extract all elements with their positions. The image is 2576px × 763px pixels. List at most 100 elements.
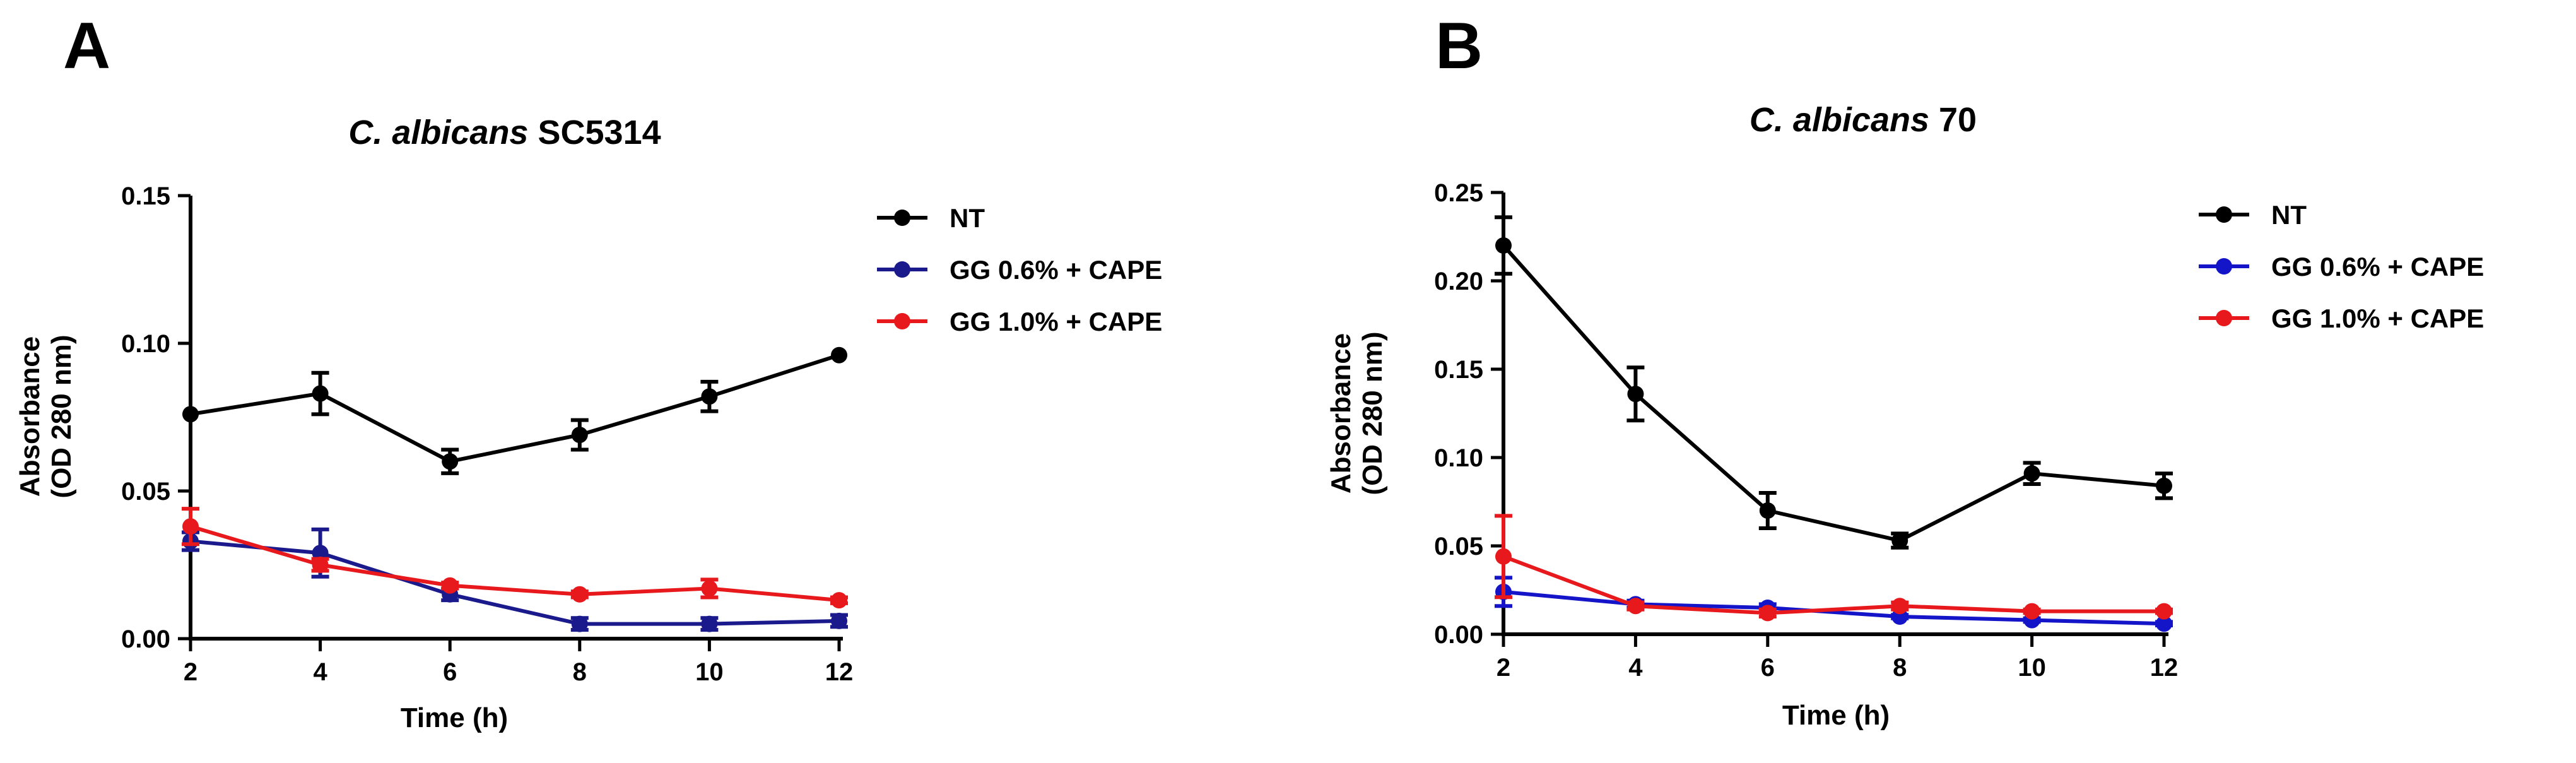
x-tick-label: 12 xyxy=(825,658,854,686)
data-point xyxy=(182,518,199,535)
x-tick-label: 10 xyxy=(2018,654,2046,682)
legend-label: GG 1.0% + CAPE xyxy=(2271,304,2484,333)
legend-item: GG 0.6% + CAPE xyxy=(2199,252,2484,281)
series-layer xyxy=(1495,215,2173,632)
series-line xyxy=(1503,589,2165,626)
y-tick-label: 0.25 xyxy=(1434,179,1483,207)
x-tick-label: 8 xyxy=(573,658,587,686)
series-layer xyxy=(182,346,848,632)
data-point xyxy=(1495,548,1512,565)
y-tick-label: 0.10 xyxy=(121,330,170,358)
legend-marker xyxy=(2216,310,2232,326)
chart-title-strain: SC5314 xyxy=(538,114,661,151)
data-point xyxy=(571,427,588,444)
y-tick-label: 0.00 xyxy=(1434,621,1483,649)
x-tick-label: 2 xyxy=(1497,654,1510,682)
data-point xyxy=(312,557,329,573)
legend: NT GG 0.6% + CAPE GG 1.0% + CAPE xyxy=(877,203,1162,336)
panel-letter: B xyxy=(1435,9,1483,83)
series-line xyxy=(190,539,840,626)
data-point xyxy=(571,615,588,632)
chart-title-strain: 70 xyxy=(1939,101,1977,139)
series-line xyxy=(1502,554,2164,615)
x-tick-label: 6 xyxy=(443,658,457,686)
data-point xyxy=(442,577,459,594)
data-point xyxy=(312,385,329,402)
y-axis-label-line2: (OD 280 nm) xyxy=(1357,331,1388,495)
legend-label: NT xyxy=(950,203,985,233)
data-point xyxy=(2156,477,2172,494)
data-point xyxy=(1627,598,1644,615)
data-point xyxy=(1759,605,1776,622)
panel-b: B C. albicans 70 0.00 0.05 0.10 0.15 0.20 0.2… xyxy=(1326,9,2484,731)
y-tick-label: 0.05 xyxy=(121,478,170,506)
y-ticks: 0.00 0.05 0.10 0.15 0.20 0.25 xyxy=(1434,179,1503,649)
x-tick-label: 4 xyxy=(313,658,327,686)
legend-item: GG 1.0% + CAPE xyxy=(2199,304,2484,333)
y-axis-label-line1: Absorbance xyxy=(1326,333,1356,494)
data-point xyxy=(442,453,459,470)
legend-marker xyxy=(2216,258,2232,275)
series xyxy=(182,507,848,609)
panel-a: A C. albicans SC5314 0.00 0.05 0.10 0.15 2 4… xyxy=(15,9,1162,733)
y-axis-label-line2: (OD 280 nm) xyxy=(46,334,77,498)
legend-label: GG 0.6% + CAPE xyxy=(950,255,1162,285)
y-tick-label: 0.10 xyxy=(1434,444,1483,472)
chart-title-species: C. albicans xyxy=(348,114,528,151)
y-tick-label: 0.05 xyxy=(1434,533,1483,560)
series-line xyxy=(1502,244,2165,543)
panel-letter: A xyxy=(63,9,110,83)
data-point xyxy=(182,406,199,423)
legend: NT GG 0.6% + CAPE GG 1.0% + CAPE xyxy=(2199,200,2484,333)
x-ticks: 2 4 6 8 10 12 xyxy=(1497,634,2178,682)
legend-item: GG 0.6% + CAPE xyxy=(877,255,1162,285)
legend-item: NT xyxy=(877,203,985,233)
series xyxy=(182,346,847,475)
data-point xyxy=(1759,502,1776,519)
data-point xyxy=(1891,532,1908,549)
y-tick-label: 0.20 xyxy=(1434,268,1483,295)
data-point xyxy=(2156,615,2172,632)
data-point xyxy=(831,612,847,629)
axes xyxy=(189,196,843,641)
x-axis-label: Time (h) xyxy=(401,702,508,733)
x-tick-label: 12 xyxy=(2150,654,2179,682)
axes xyxy=(1502,192,2168,636)
legend-label: GG 0.6% + CAPE xyxy=(2271,252,2484,281)
x-axis-label: Time (h) xyxy=(1782,700,1890,731)
y-tick-label: 0.00 xyxy=(121,625,170,653)
data-point xyxy=(831,592,847,609)
x-tick-label: 6 xyxy=(1761,654,1775,682)
data-point xyxy=(1495,237,1512,254)
data-point xyxy=(1627,386,1644,403)
series xyxy=(182,527,848,632)
legend-marker xyxy=(894,210,910,226)
data-point xyxy=(831,346,847,364)
x-tick-label: 4 xyxy=(1628,654,1643,682)
legend-marker xyxy=(2216,206,2232,223)
x-ticks: 2 4 6 8 10 12 xyxy=(184,639,853,686)
legend-label: GG 1.0% + CAPE xyxy=(950,307,1162,336)
data-point xyxy=(2156,603,2172,620)
series-line xyxy=(190,353,840,464)
data-point xyxy=(2023,603,2040,620)
data-point xyxy=(701,388,718,405)
x-tick-label: 10 xyxy=(695,658,724,686)
data-point xyxy=(701,580,718,597)
data-point xyxy=(1891,598,1908,615)
legend-label: NT xyxy=(2271,200,2307,230)
y-tick-label: 0.15 xyxy=(121,182,170,210)
series xyxy=(1495,514,2173,622)
legend-item: GG 1.0% + CAPE xyxy=(877,307,1162,336)
chart-title: C. albicans SC5314 xyxy=(348,114,661,151)
series-line xyxy=(190,524,840,603)
x-tick-label: 8 xyxy=(1893,654,1907,682)
chart-title: C. albicans 70 xyxy=(1750,101,1977,139)
y-axis-label-line1: Absorbance xyxy=(15,336,45,497)
legend-item: NT xyxy=(2199,200,2307,230)
y-ticks: 0.00 0.05 0.10 0.15 xyxy=(121,182,191,653)
series xyxy=(1495,215,2173,550)
series xyxy=(1495,576,2173,632)
data-point xyxy=(2023,465,2040,482)
